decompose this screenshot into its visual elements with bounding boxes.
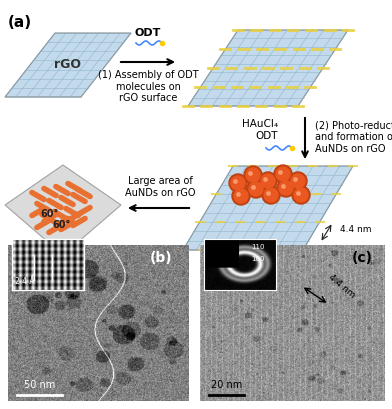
Circle shape	[274, 165, 292, 183]
Text: rGO: rGO	[54, 58, 82, 72]
Circle shape	[234, 189, 248, 203]
Polygon shape	[188, 30, 348, 106]
Circle shape	[279, 181, 293, 195]
Circle shape	[291, 174, 305, 188]
Circle shape	[232, 187, 250, 205]
Text: Large area of
AuNDs on rGO: Large area of AuNDs on rGO	[125, 176, 195, 198]
Circle shape	[294, 188, 308, 202]
Text: 2.4 Å: 2.4 Å	[15, 277, 35, 286]
Polygon shape	[183, 166, 353, 250]
Circle shape	[246, 168, 260, 182]
Text: 110: 110	[252, 244, 265, 250]
Circle shape	[264, 188, 278, 202]
Circle shape	[261, 174, 275, 188]
Polygon shape	[5, 165, 121, 255]
Text: 20 nm: 20 nm	[211, 380, 242, 390]
Text: (b): (b)	[150, 251, 172, 265]
Circle shape	[289, 172, 307, 190]
Text: (1) Assembly of ODT
molecules on
rGO surface: (1) Assembly of ODT molecules on rGO sur…	[98, 70, 198, 103]
Circle shape	[259, 172, 277, 190]
Circle shape	[249, 182, 263, 196]
Circle shape	[292, 186, 310, 204]
Text: ODT: ODT	[135, 28, 161, 38]
Text: 60°: 60°	[53, 220, 71, 230]
Circle shape	[277, 179, 295, 197]
Circle shape	[231, 176, 245, 190]
Text: (a): (a)	[8, 15, 32, 30]
Text: 100: 100	[252, 256, 265, 262]
Text: (c): (c)	[352, 251, 372, 265]
Circle shape	[247, 180, 265, 198]
Circle shape	[262, 186, 280, 204]
Circle shape	[276, 167, 290, 181]
Text: 4.4 nm: 4.4 nm	[327, 272, 357, 299]
Text: 4.4 nm: 4.4 nm	[340, 225, 372, 234]
Text: (2) Photo-reduction
and formation of
AuNDs on rGO: (2) Photo-reduction and formation of AuN…	[315, 120, 392, 154]
Polygon shape	[5, 33, 131, 97]
Text: HAuCl₄
ODT: HAuCl₄ ODT	[242, 119, 278, 141]
Text: 50 nm: 50 nm	[24, 380, 55, 390]
Circle shape	[229, 174, 247, 192]
Circle shape	[244, 166, 262, 184]
Text: 60°: 60°	[41, 209, 59, 219]
